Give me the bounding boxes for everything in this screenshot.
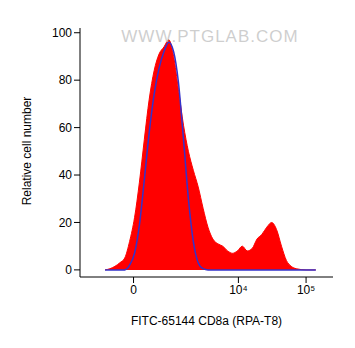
svg-text:80: 80 <box>59 73 73 87</box>
html-text:WWW.PTGLAB.COM: WWW.PTGLAB.COM <box>121 27 299 46</box>
svg-text:10⁵: 10⁵ <box>297 283 315 297</box>
html-text:Relative cell number: Relative cell number <box>20 96 34 206</box>
html-text:FITC-65144 CD8a (RPA-T8): FITC-65144 CD8a (RPA-T8) <box>130 314 283 328</box>
svg-text:100: 100 <box>52 26 72 40</box>
svg-text:40: 40 <box>59 168 73 182</box>
svg-text:10⁴: 10⁴ <box>229 283 248 297</box>
svg-text:0: 0 <box>65 263 72 277</box>
svg-text:20: 20 <box>59 216 73 230</box>
svg-text:60: 60 <box>59 121 73 135</box>
svg-text:0: 0 <box>130 283 137 297</box>
